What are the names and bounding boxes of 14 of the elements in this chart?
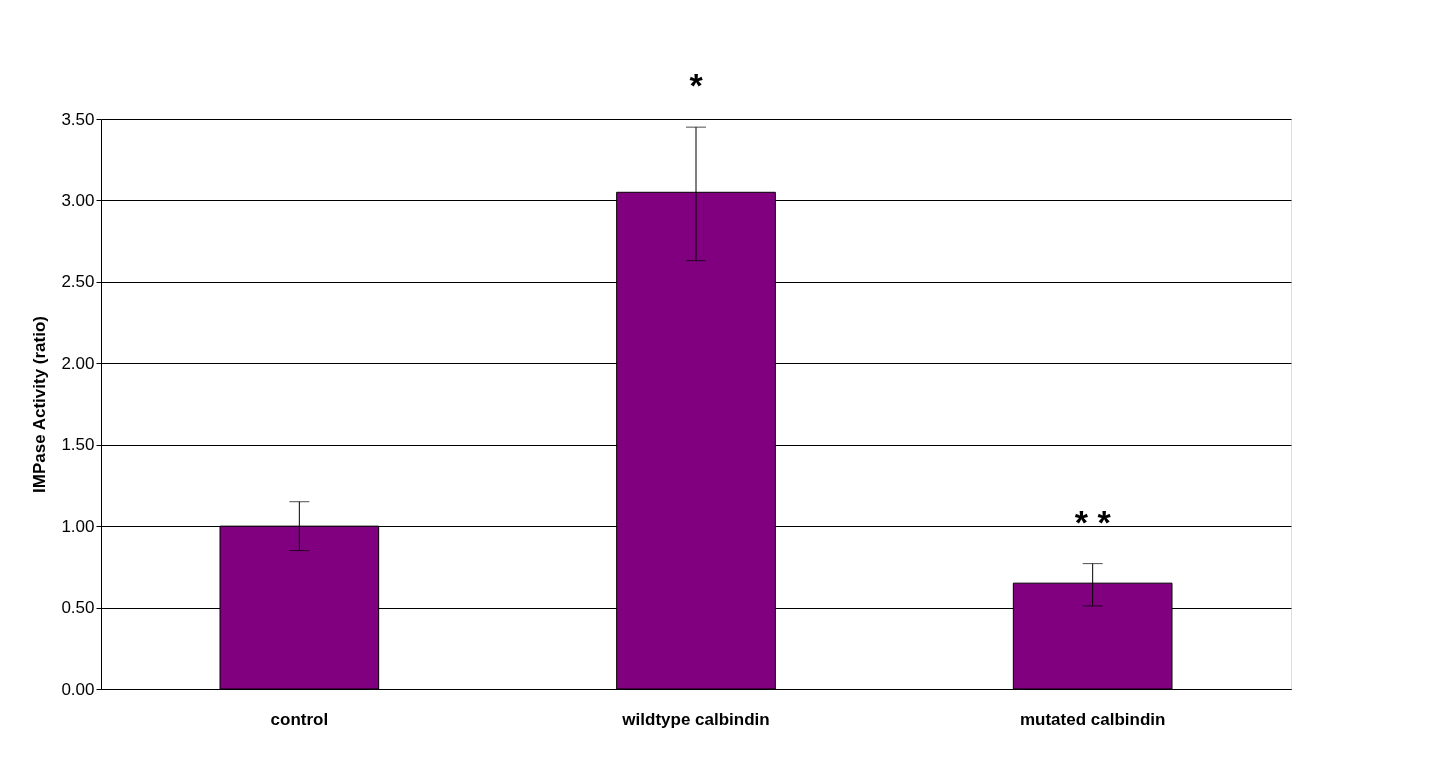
y-axis-title: IMPase Activity (ratio) xyxy=(30,316,50,493)
y-tick-label: 2.00 xyxy=(61,353,95,373)
x-tick-label: wildtype calbindin xyxy=(621,709,770,729)
x-tick-label: control xyxy=(270,709,329,729)
y-tick-label: 2.50 xyxy=(61,272,95,292)
annotation: * xyxy=(689,66,704,105)
y-tick-label: 3.50 xyxy=(61,109,95,129)
y-tick-label: 0.50 xyxy=(61,598,95,618)
y-tick-label: 0.00 xyxy=(61,679,95,699)
y-tick-label: 1.50 xyxy=(61,435,95,455)
x-tick-label: mutated calbindin xyxy=(1019,709,1166,729)
y-tick-label: 1.00 xyxy=(61,516,95,536)
annotation: * * xyxy=(1074,502,1112,541)
y-tick-label: 3.00 xyxy=(61,190,95,210)
